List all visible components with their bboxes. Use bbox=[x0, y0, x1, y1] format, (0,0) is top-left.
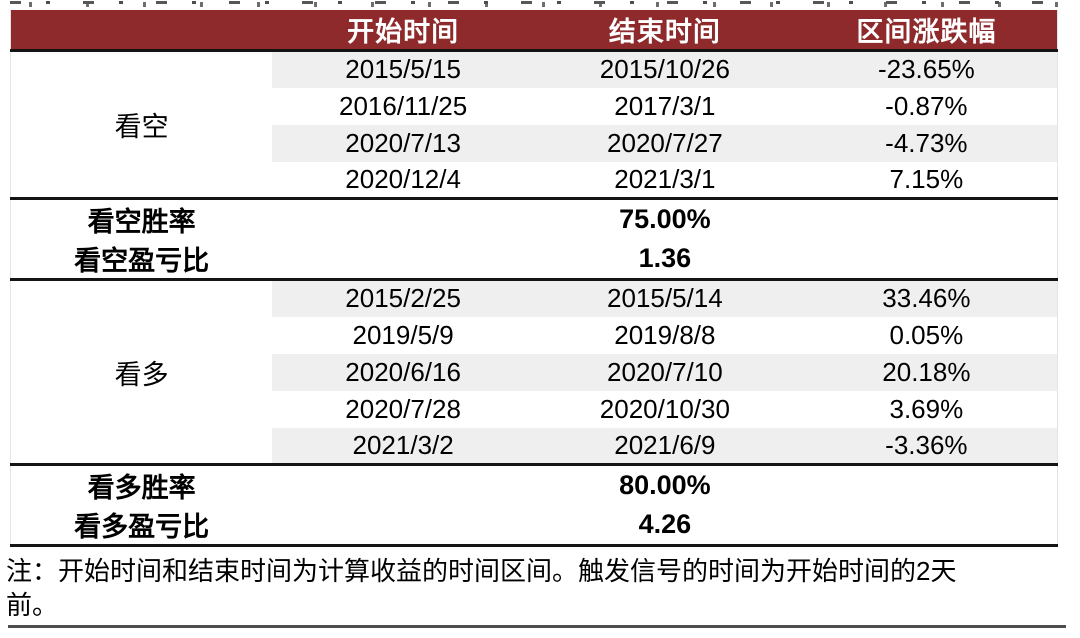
summary-row-bear-win-rate: 看空胜率 75.00% bbox=[10, 197, 1058, 239]
table-header-row: 开始时间 结束时间 区间涨跌幅 bbox=[10, 10, 1058, 52]
cell-change: -23.65% bbox=[795, 50, 1058, 88]
summary-row-bear-pl-ratio: 看空盈亏比 1.36 bbox=[10, 239, 1058, 280]
header-range-change: 区间涨跌幅 bbox=[795, 10, 1058, 52]
empty-cell bbox=[272, 463, 534, 505]
table-row: 看空 2015/5/15 2015/10/26 -23.65% bbox=[10, 50, 1058, 199]
bottom-rule bbox=[8, 625, 1066, 628]
table-row: 2020/7/13 2020/7/27 -4.73% bbox=[11, 124, 1058, 162]
cell-start: 2015/5/15 bbox=[272, 50, 534, 88]
bull-pl-ratio-label: 看多盈亏比 bbox=[10, 505, 273, 546]
cell-change: 3.69% bbox=[889, 393, 964, 424]
cell-end: 2015/5/14 bbox=[534, 278, 796, 317]
cell-end: 2021/3/1 bbox=[614, 163, 716, 194]
cell-change: 20.18% bbox=[795, 353, 1058, 391]
table-row: 看多 2015/2/25 2015/5/14 33.46% bbox=[10, 278, 1058, 465]
footnote: 注：开始时间和结束时间为计算收益的时间区间。触发信号的时间为开始时间的2天 前。 bbox=[6, 554, 1070, 622]
signal-backtest-table: 开始时间 结束时间 区间涨跌幅 看空 2015/5/15 2015/10/26 … bbox=[10, 10, 1058, 547]
cell-end: 2020/7/27 bbox=[534, 124, 796, 162]
table-row: 2021/3/2 2021/6/9 -3.36% bbox=[11, 427, 1058, 465]
bear-win-rate-label: 看空胜率 bbox=[10, 197, 273, 239]
cell-end: 2015/10/26 bbox=[534, 50, 796, 88]
bear-win-rate-value: 75.00% bbox=[534, 197, 796, 239]
empty-cell bbox=[795, 505, 1058, 546]
bear-pl-ratio-value: 1.36 bbox=[534, 239, 796, 280]
bear-pl-ratio-label: 看空盈亏比 bbox=[10, 239, 273, 280]
cell-change: 7.15% bbox=[889, 163, 964, 194]
cell-start: 2016/11/25 bbox=[339, 90, 468, 121]
cell-end: 2019/8/8 bbox=[614, 319, 716, 350]
bull-pl-ratio-value: 4.26 bbox=[534, 505, 796, 546]
bull-win-rate-label: 看多胜率 bbox=[10, 463, 273, 505]
footnote-line-1: 注：开始时间和结束时间为计算收益的时间区间。触发信号的时间为开始时间的2天 bbox=[6, 556, 957, 586]
bull-win-rate-value: 80.00% bbox=[534, 463, 796, 505]
empty-cell bbox=[272, 505, 534, 546]
section-label-bear: 看空 bbox=[10, 50, 273, 199]
cell-end: 2021/6/9 bbox=[534, 427, 796, 465]
cell-change: 33.46% bbox=[795, 278, 1058, 317]
header-corner-cell bbox=[10, 10, 273, 52]
empty-cell bbox=[795, 197, 1058, 239]
empty-cell bbox=[272, 197, 534, 239]
summary-row-bull-win-rate: 看多胜率 80.00% bbox=[10, 463, 1058, 505]
empty-cell bbox=[795, 239, 1058, 280]
cell-end: 2017/3/1 bbox=[614, 90, 716, 121]
table-row: 2020/6/16 2020/7/10 20.18% bbox=[11, 353, 1058, 391]
footnote-line-2: 前。 bbox=[6, 590, 59, 620]
cell-end: 2020/10/30 bbox=[599, 393, 730, 424]
table-row: 2019/5/9 2019/8/8 0.05% bbox=[11, 317, 1058, 354]
cell-change: -4.73% bbox=[795, 124, 1058, 162]
empty-cell bbox=[795, 463, 1058, 505]
cell-start: 2021/3/2 bbox=[272, 427, 534, 465]
cell-start: 2020/6/16 bbox=[272, 353, 534, 391]
empty-cell bbox=[272, 239, 534, 280]
header-start-time: 开始时间 bbox=[272, 10, 534, 52]
section-label-bull: 看多 bbox=[10, 278, 273, 465]
cell-start: 2020/12/4 bbox=[345, 163, 461, 194]
cell-change: 0.05% bbox=[889, 319, 964, 350]
cell-end: 2020/7/10 bbox=[534, 353, 796, 391]
cell-start: 2019/5/9 bbox=[352, 319, 454, 350]
cell-change: -0.87% bbox=[885, 90, 968, 121]
cell-change: -3.36% bbox=[795, 427, 1058, 465]
clipped-title-strip bbox=[10, 1, 1066, 7]
table-row: 2016/11/25 2017/3/1 -0.87% bbox=[11, 88, 1058, 125]
cell-start: 2020/7/13 bbox=[272, 124, 534, 162]
header-end-time: 结束时间 bbox=[534, 10, 796, 52]
summary-row-bull-pl-ratio: 看多盈亏比 4.26 bbox=[10, 505, 1058, 546]
table-row: 2020/7/28 2020/10/30 3.69% bbox=[11, 391, 1058, 428]
cell-start: 2020/7/28 bbox=[345, 393, 461, 424]
cell-start: 2015/2/25 bbox=[272, 278, 534, 317]
table-row: 2020/12/4 2021/3/1 7.15% bbox=[11, 162, 1058, 199]
